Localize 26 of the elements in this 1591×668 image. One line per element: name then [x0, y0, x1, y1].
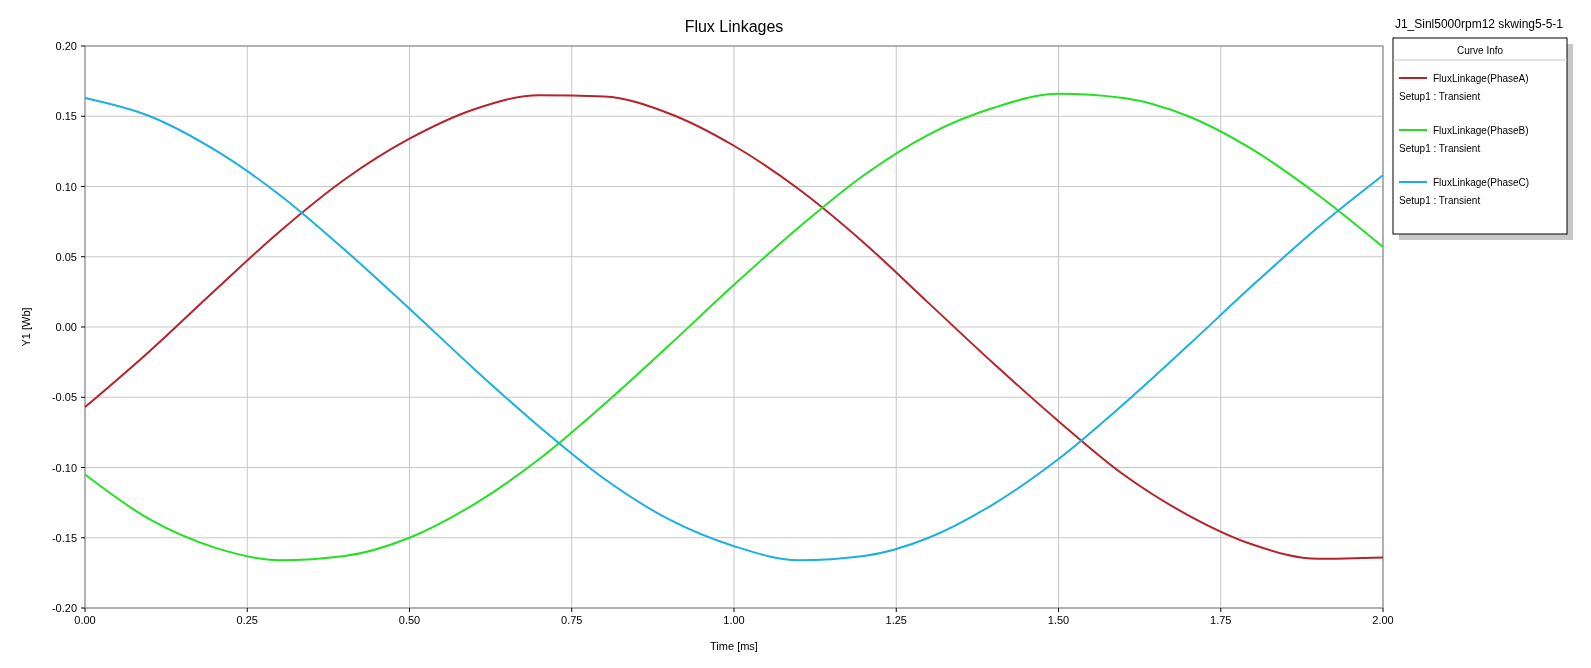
- y-tick-label: -0.20: [51, 602, 77, 614]
- y-tick-label: -0.05: [51, 391, 77, 404]
- y-tick-label: 0.05: [55, 250, 77, 263]
- x-tick-label: 1.75: [1210, 614, 1232, 626]
- y-tick-label: -0.10: [51, 461, 77, 474]
- chart-title: Flux Linkages: [684, 18, 784, 35]
- y-tick-label: 0.20: [55, 40, 77, 52]
- x-tick-label: 0.50: [398, 614, 421, 626]
- legend-title: Curve Info: [1456, 45, 1504, 56]
- y-axis-title: Y1 [Wb]: [20, 307, 32, 347]
- x-tick-label: 1.00: [723, 614, 745, 626]
- x-axis-title: Time [ms]: [710, 640, 758, 652]
- text: J1_Sinl5000rpm12 skwing5-5-1: [1394, 17, 1564, 31]
- x-tick-label: 1.25: [885, 614, 907, 626]
- x-tick-label: 0.75: [561, 614, 583, 626]
- x-tick-label: 0.00: [74, 614, 96, 626]
- x-tick-label: 1.50: [1047, 614, 1070, 626]
- y-tick-label: 0.10: [55, 180, 77, 193]
- legend-label: FluxLinkage(PhaseB) Setup1 : Transient: [1399, 125, 1529, 154]
- x-tick-label: 0.25: [236, 614, 258, 626]
- legend-label: FluxLinkage(PhaseC) Setup1 : Transient: [1399, 177, 1530, 206]
- y-tick-label: 0.15: [55, 110, 77, 123]
- legend-label: FluxLinkage(PhaseA) Setup1 : Transient: [1399, 73, 1529, 102]
- x-tick-label: 2.00: [1372, 614, 1394, 626]
- y-tick-label: 0.00: [55, 321, 77, 333]
- y-tick-label: -0.15: [51, 531, 77, 544]
